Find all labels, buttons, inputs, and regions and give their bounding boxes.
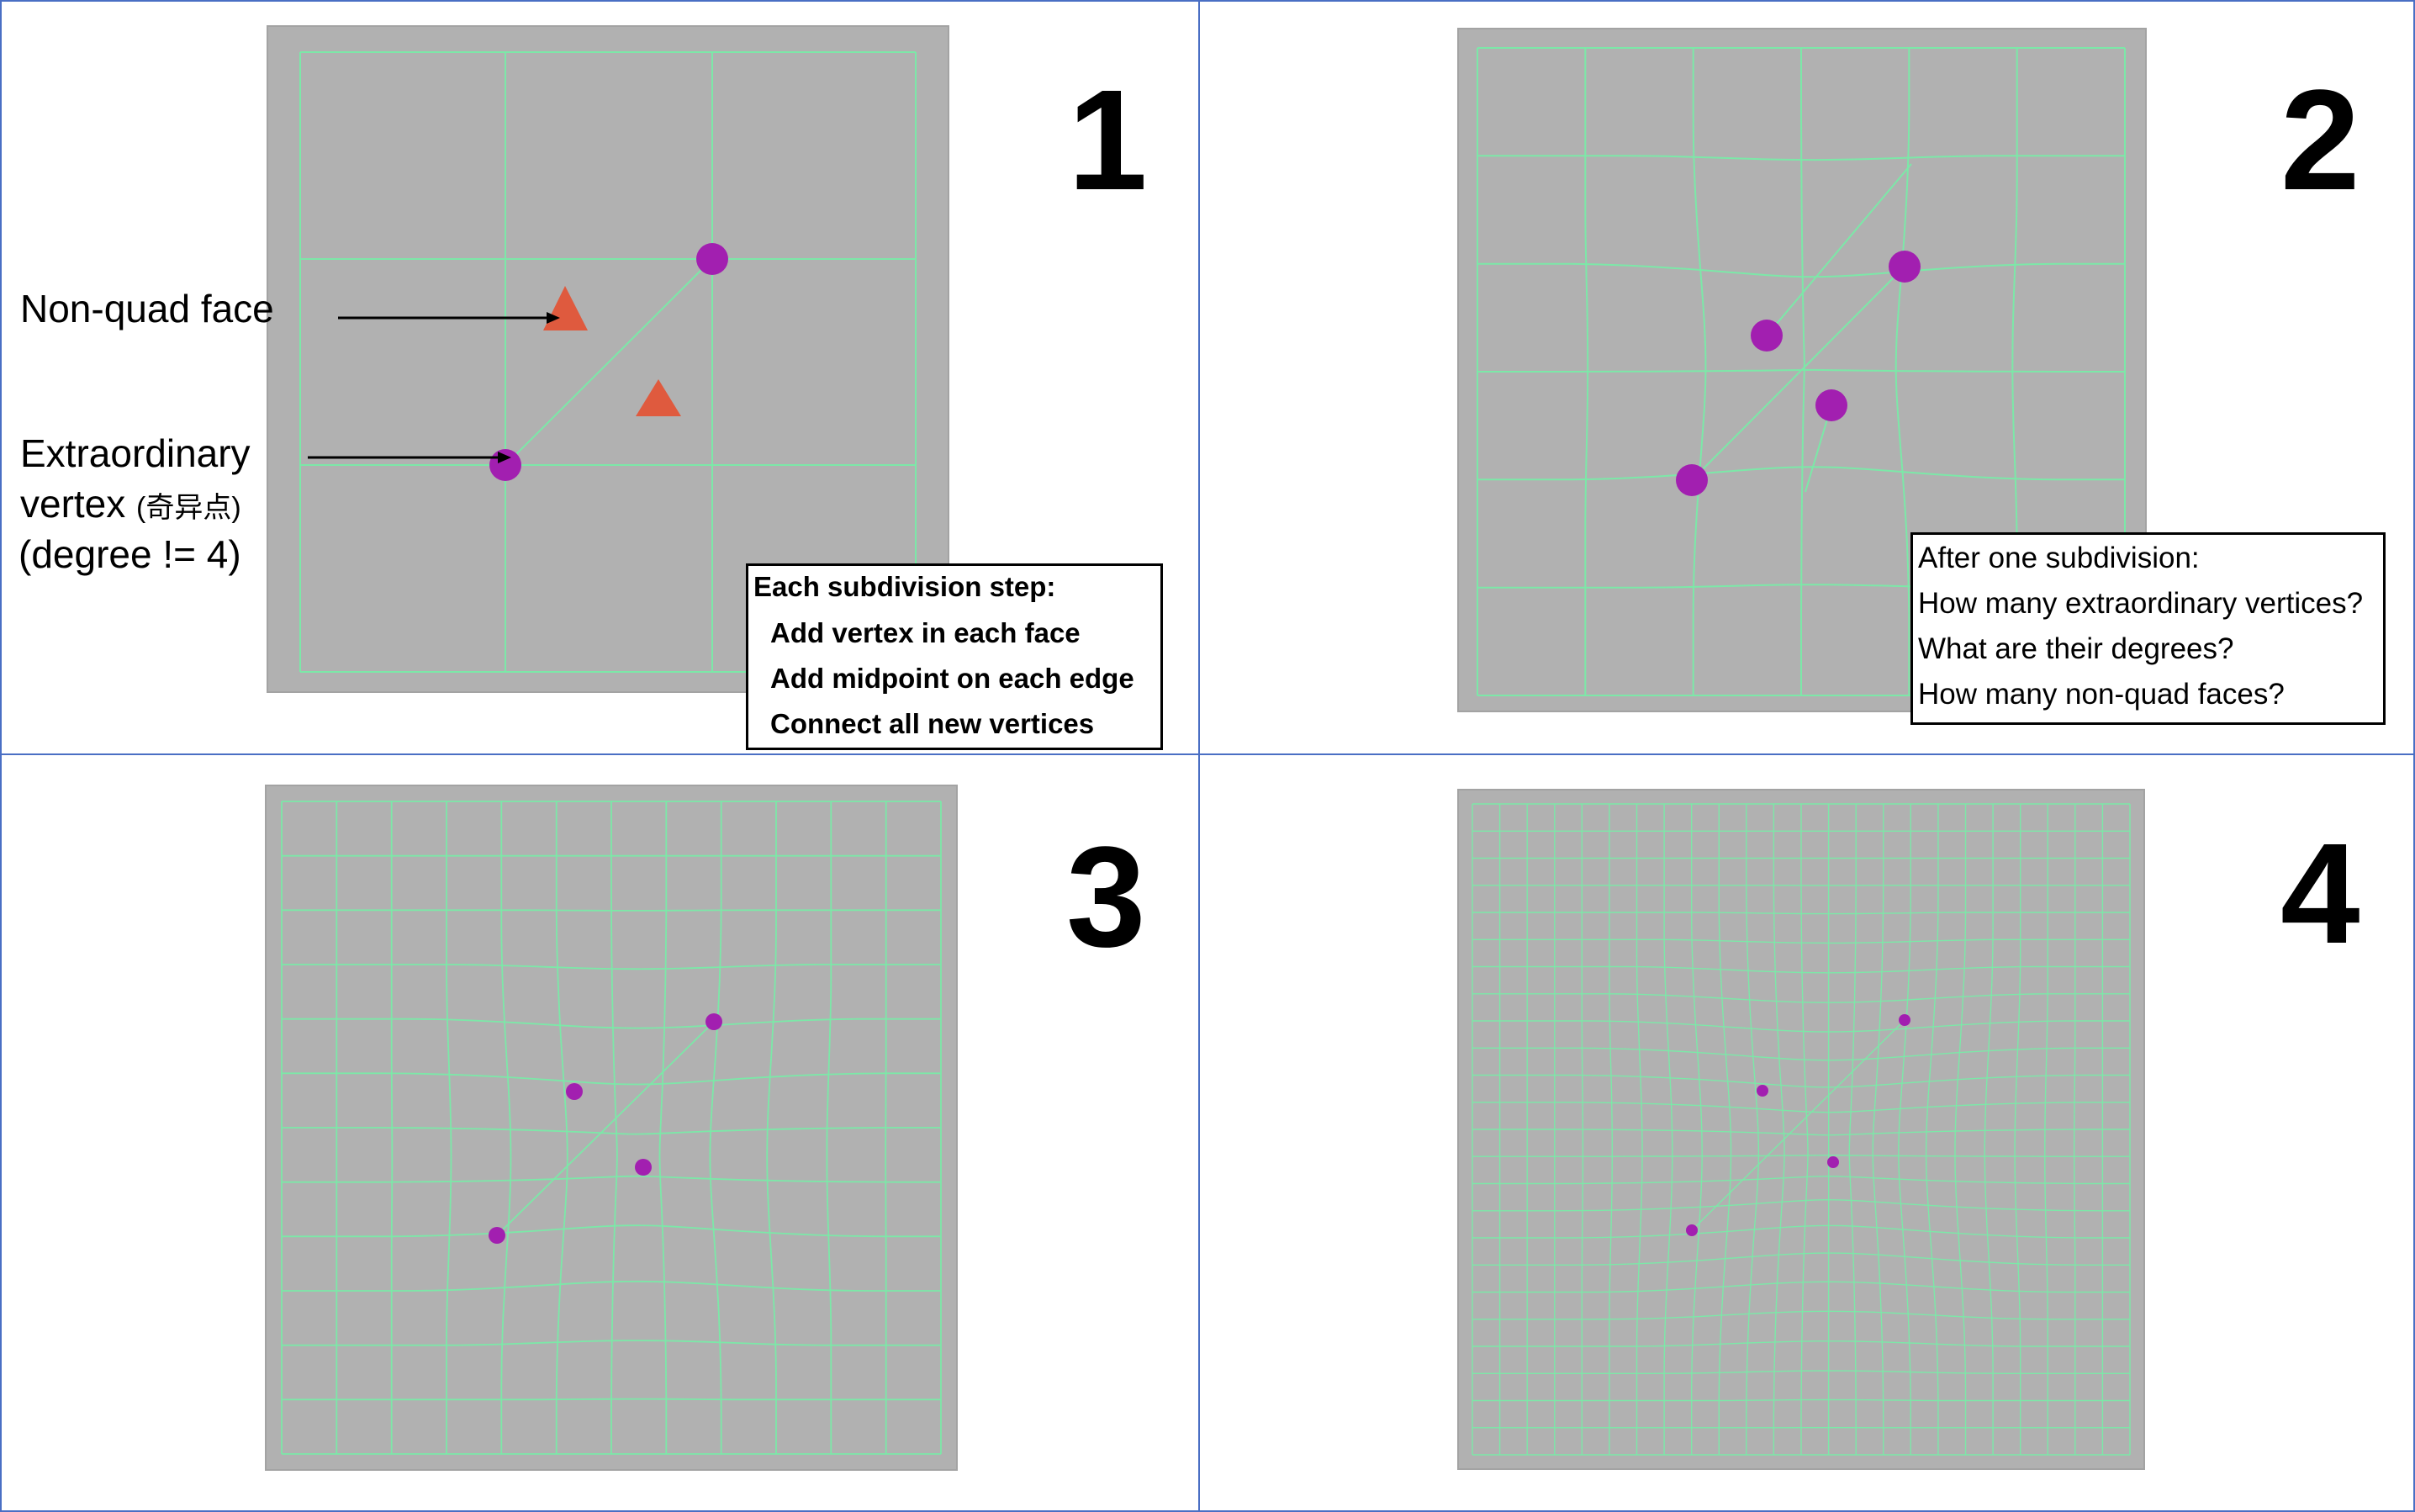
mesh-line-horizontal — [282, 1280, 941, 1292]
mesh-line-horizontal — [282, 1072, 941, 1086]
mesh-line-horizontal — [1472, 1281, 2130, 1293]
mesh-panel-3 — [267, 786, 956, 1469]
mesh-line-horizontal — [1472, 1175, 2130, 1185]
mesh-diagonal-edge — [505, 258, 713, 466]
mesh-line-horizontal — [1472, 965, 2130, 974]
question-non-quad-count: How many non-quad faces? — [1918, 678, 2285, 711]
vertex-word: vertex — [20, 482, 126, 526]
mesh-line-horizontal — [282, 1398, 941, 1401]
mesh-line-horizontal — [1477, 466, 2125, 481]
mesh-line-vertical — [2074, 804, 2076, 1455]
mesh-diagonal-edge — [1691, 266, 1905, 481]
step-item-face-vertex: Add vertex in each face — [770, 617, 1081, 648]
mesh-line-horizontal — [1472, 1340, 2130, 1347]
degree-condition-label: (degree != 4) — [18, 532, 241, 576]
extraordinary-vertex — [1757, 1085, 1768, 1097]
mesh-line-vertical — [1800, 804, 1809, 1455]
mesh-diagonal-edge — [496, 1021, 715, 1236]
extraordinary-vertex — [489, 1227, 505, 1244]
mesh-line-vertical — [1746, 804, 1760, 1455]
mesh-svg-2 — [1477, 47, 2126, 696]
extraordinary-vertex — [1676, 464, 1708, 496]
subdivision-question-box: After one subdivision: How many extraord… — [1910, 532, 2386, 725]
extraordinary-chinese-label: (奇异点) — [136, 492, 241, 524]
mesh-line-vertical — [766, 801, 777, 1454]
panel-number-4: 4 — [2280, 814, 2360, 974]
mesh-line-vertical — [1872, 804, 1884, 1455]
mesh-line-vertical — [610, 801, 618, 1454]
mesh-line-vertical — [1925, 804, 1939, 1455]
mesh-panel-4 — [1459, 790, 2143, 1468]
extraordinary-vertex — [1815, 389, 1847, 421]
mesh-svg-3 — [281, 801, 942, 1455]
extraordinary-vertex — [1827, 1156, 1839, 1168]
mesh-diagonal-edge — [1691, 1019, 1905, 1231]
mesh-line-vertical — [2014, 804, 2021, 1455]
extraordinary-vertex — [635, 1159, 652, 1176]
step-box-title: Each subdivision step: — [753, 571, 1056, 602]
mesh-line-horizontal — [1472, 1129, 2130, 1136]
mesh-line-vertical — [1691, 804, 1703, 1455]
mesh-line-horizontal — [1472, 1020, 2130, 1033]
non-quad-face-marker — [636, 379, 681, 416]
mesh-line-vertical — [658, 801, 668, 1454]
question-degrees: What are their degrees? — [1918, 632, 2234, 665]
question-intro: After one subdivision: — [1918, 542, 2200, 574]
mesh-line-horizontal — [1472, 1398, 2130, 1402]
mesh-line-vertical — [1954, 804, 1967, 1455]
mesh-line-vertical — [1800, 48, 1805, 695]
non-quad-face-label: Non-quad face — [20, 287, 274, 330]
extraordinary-vertex — [696, 243, 728, 275]
question-extraordinary-count: How many extraordinary vertices? — [1918, 587, 2364, 620]
extraordinary-label-line2: vertex (奇异点) — [20, 479, 241, 530]
panel-3: 3 — [0, 753, 1200, 1512]
mesh-line-horizontal — [1472, 1252, 2130, 1266]
mesh-line-horizontal — [1472, 1224, 2130, 1239]
panel-number-3: 3 — [1066, 817, 1146, 977]
extraordinary-vertex — [1751, 320, 1783, 352]
mesh-line-vertical — [1848, 804, 1857, 1455]
step-item-connect: Connect all new vertices — [770, 708, 1095, 739]
mesh-edge — [1766, 163, 1912, 336]
panel-4: 4 — [1198, 753, 2415, 1512]
mesh-line-horizontal — [1472, 1074, 2130, 1088]
extraordinary-label-line1: Extraordinary — [20, 431, 251, 475]
mesh-line-vertical — [1718, 804, 1732, 1455]
mesh-line-vertical — [2044, 804, 2048, 1455]
mesh-line-horizontal — [282, 1018, 941, 1029]
mesh-svg-4 — [1472, 803, 2131, 1456]
subdivision-step-box: Each subdivision step: Add vertex in eac… — [746, 563, 1163, 750]
mesh-line-vertical — [1773, 804, 1785, 1455]
mesh-line-vertical — [1984, 804, 1994, 1455]
extraordinary-vertex — [566, 1083, 583, 1100]
mesh-line-vertical — [1898, 804, 1911, 1455]
mesh-line-vertical — [555, 801, 568, 1454]
mesh-line-horizontal — [282, 1224, 941, 1238]
extraordinary-vertex — [1889, 251, 1921, 283]
mesh-line-vertical — [500, 801, 512, 1454]
extraordinary-vertex — [1899, 1014, 1910, 1026]
panel-1: 1 Non-quad face Extraordinary vertex (奇异… — [0, 0, 1200, 755]
panel-number-2: 2 — [2280, 61, 2360, 220]
mesh-line-horizontal — [1477, 262, 2125, 278]
mesh-line-horizontal — [282, 1340, 941, 1346]
extraordinary-vertex — [705, 1013, 722, 1030]
mesh-line-horizontal — [1472, 1102, 2130, 1113]
mesh-line-horizontal — [282, 1127, 941, 1135]
mesh-line-horizontal — [1472, 1154, 2130, 1157]
mesh-line-vertical — [709, 801, 722, 1454]
extraordinary-vertex — [1686, 1224, 1698, 1236]
panel-number-1: 1 — [1068, 61, 1148, 220]
step-item-edge-midpoint: Add midpoint on each edge — [770, 663, 1134, 694]
non-quad-face-arrow — [338, 312, 560, 324]
mesh-line-horizontal — [282, 1175, 941, 1183]
mesh-line-vertical — [1663, 804, 1673, 1455]
extraordinary-arrow — [308, 452, 511, 463]
mesh-line-horizontal — [1472, 1198, 2130, 1212]
mesh-line-horizontal — [1472, 1370, 2130, 1374]
mesh-line-horizontal — [1472, 1310, 2130, 1320]
mesh-line-vertical — [885, 801, 887, 1454]
mesh-line-horizontal — [1472, 1047, 2130, 1061]
mesh-line-horizontal — [1472, 993, 2130, 1003]
